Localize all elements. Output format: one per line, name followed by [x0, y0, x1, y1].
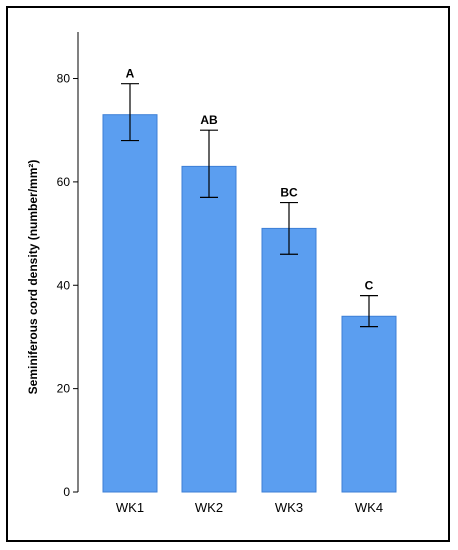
x-tick-label-wk4: WK4 — [355, 500, 383, 515]
x-tick-label-wk1: WK1 — [116, 500, 144, 515]
bar-wk1 — [102, 114, 158, 493]
bars-group — [102, 114, 397, 493]
x-axis: WK1 WK2 WK3 WK4 — [116, 500, 383, 515]
significance-label-wk4: C — [365, 279, 374, 293]
y-axis: 0 20 40 60 80 — [57, 32, 79, 499]
bar-chart: A AB BC C 0 20 40 60 80 WK1 WK2 WK3 WK4 Seminifero… — [26, 32, 397, 515]
y-tick-label-40: 40 — [57, 278, 71, 292]
y-tick-label-0: 0 — [63, 485, 70, 499]
x-tick-label-wk2: WK2 — [195, 500, 223, 515]
error-bars-group — [121, 83, 378, 328]
bar-wk3 — [261, 227, 317, 493]
y-axis-label: Seminiferous cord density (number/mm²) — [26, 160, 40, 395]
bar-wk2 — [181, 165, 237, 493]
y-tick-label-80: 80 — [57, 72, 71, 86]
x-tick-label-wk3: WK3 — [275, 500, 303, 515]
significance-labels-group: A AB BC C — [126, 67, 374, 293]
bar-wk4 — [341, 315, 397, 493]
significance-label-wk1: A — [126, 67, 135, 81]
significance-label-wk3: BC — [280, 186, 298, 200]
figure-frame: A AB BC C 0 20 40 60 80 WK1 WK2 WK3 WK4 Seminifero… — [6, 6, 450, 542]
significance-label-wk2: AB — [200, 113, 218, 127]
y-tick-label-60: 60 — [57, 175, 71, 189]
y-tick-label-20: 20 — [57, 382, 71, 396]
